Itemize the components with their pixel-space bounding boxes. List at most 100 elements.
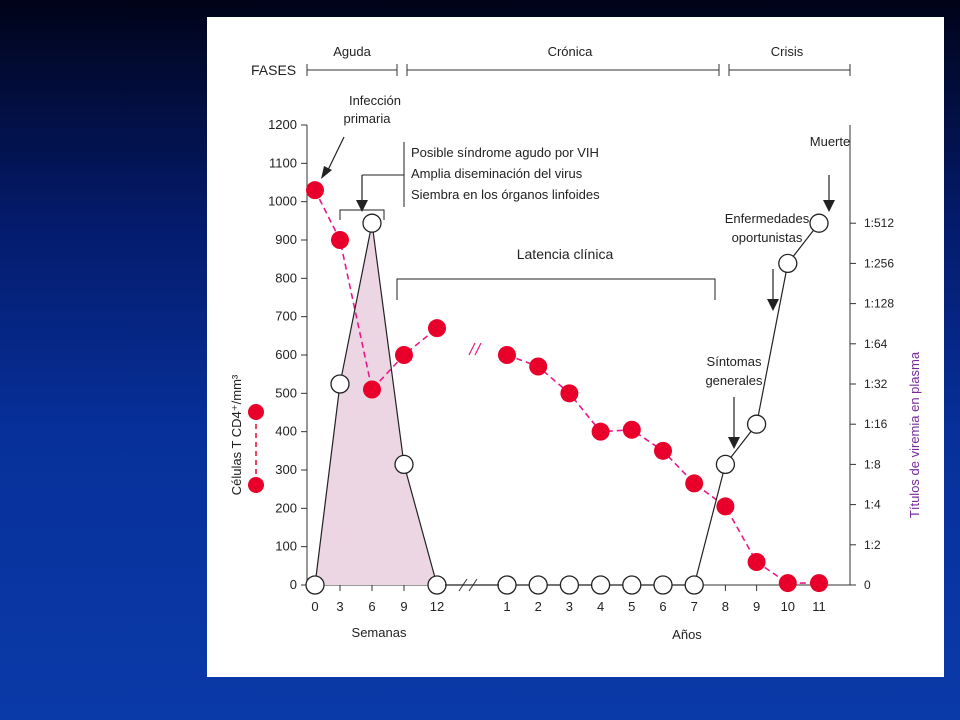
acute-viremia-area [315,223,437,585]
x-tick-label-year: 6 [659,599,666,614]
annotation-sindrome-line1: Posible síndrome agudo por VIH [411,145,599,160]
phases-label: FASES [251,62,296,78]
viremia-point [559,575,580,595]
viremia-points [305,213,829,595]
annotation-sintomas-line2: generales [705,373,763,388]
annotation-sindrome: Posible síndrome agudo por VIH Amplia di… [339,142,600,220]
cd4-point [747,553,766,571]
left-tick-label: 300 [275,462,297,477]
left-ticks: 0 100 200 300 400 500 600 700 800 900 1000 1100 1200 [268,117,307,592]
viremia-point [778,253,798,274]
right-tick-label: 1:8 [864,457,881,471]
x-tick-label-week: 12 [430,599,444,614]
phase-cronica: Crónica [548,44,594,59]
cd4-point [529,357,548,376]
x-label-years: Años [672,627,702,642]
right-tick-label: 0 [864,578,871,592]
annotation-infeccion-line2: primaria [344,111,392,126]
cd4-point [560,384,579,403]
annotation-infeccion-line1: Infección [349,93,401,108]
right-tick-label: 1:2 [864,538,881,552]
x-tick-label-week: 6 [368,599,375,614]
x-tick-label-year: 10 [781,599,795,614]
left-tick-label: 600 [275,347,297,362]
annotation-enfermedades: Enfermedades oportunistas [725,211,810,311]
x-tick-label-year: 8 [722,599,729,614]
cd4-point [591,422,610,441]
arrow-sindrome [356,200,368,212]
viremia-point [590,575,611,595]
viremia-point [305,575,325,595]
left-tick-label: 900 [275,232,297,247]
annotation-latencia: Latencia clínica [396,246,716,300]
annotation-sindrome-line3: Siembra en los órganos linfoides [411,187,600,202]
viremia-point [394,454,414,475]
cd4-point [331,231,349,249]
phase-aguda: Aguda [333,44,371,59]
x-tick-label-year: 7 [691,599,698,614]
cd4-point [622,420,641,439]
left-tick-label: 700 [275,309,297,324]
cd4-point [363,380,381,399]
annotation-muerte: Muerte [810,134,850,212]
cd4-line-years [506,354,819,584]
x-tick-label-year: 2 [535,599,542,614]
cd4-point [685,474,704,493]
viremia-point [528,575,548,595]
arrow-enfermedades [767,299,779,311]
viremia-point [362,213,382,233]
x-tick-label-week: 3 [336,599,343,614]
right-ticks: 0 1:2 1:4 1:8 1:16 1:32 1:64 1:128 1:256 1:512 [850,216,894,592]
viremia-point [497,575,517,595]
x-tick-label-week: 9 [400,599,407,614]
viremia-line-years [507,222,820,586]
annotation-sintomas-line1: Síntomas [707,354,762,369]
viremia-point [622,575,642,595]
cd4-point [306,181,324,200]
left-tick-label: 500 [275,385,297,400]
right-tick-label: 1:64 [864,337,888,351]
left-tick-label: 1100 [269,155,297,170]
right-tick-label: 1:128 [864,297,894,311]
cd4-point [778,574,797,593]
viremia-point [653,575,673,595]
annotation-sintomas: Síntomas generales [705,354,763,449]
annotation-infeccion: Infección primaria [321,93,401,179]
arrow-muerte [823,200,835,212]
annotation-latencia-text: Latencia clínica [517,246,614,262]
left-tick-label: 400 [275,424,297,439]
x-tick-label-week: 0 [311,599,318,614]
viremia-point [809,213,829,233]
left-tick-label: 1000 [268,194,297,209]
annotation-enfermedades-line1: Enfermedades [725,211,810,226]
chart-figure: FASES Aguda Crónica Crisis 0 100 200 300 400… [207,17,944,677]
annotation-muerte-text: Muerte [810,134,850,149]
viremia-point [427,575,447,595]
arrow-infeccion [321,166,332,179]
legend-red-dot-2 [248,477,264,493]
cd4-point [810,574,828,593]
left-tick-label: 100 [275,539,297,554]
right-tick-label: 1:512 [864,216,894,230]
cd4-break-marks [468,342,482,356]
arrow-sintomas [728,437,740,449]
bracket-latencia [396,278,716,300]
viremia-point [746,414,767,434]
bracket-sindrome [339,209,385,220]
legend-red-dot-1 [248,404,264,420]
annotation-enfermedades-line2: oportunistas [732,230,803,245]
viremia-point [684,575,704,595]
right-tick-label: 1:32 [864,377,888,391]
left-tick-label: 200 [275,500,297,515]
phase-crisis: Crisis [771,44,804,59]
cd4-point [654,441,672,460]
left-tick-label: 0 [290,577,297,592]
y-right-label: Títulos de viremia en plasma [907,351,922,518]
cd4-points [306,181,828,593]
hiv-course-chart: FASES Aguda Crónica Crisis 0100200300400… [229,44,922,642]
x-label-weeks: Semanas [352,625,407,640]
x-tick-label-year: 11 [812,599,826,614]
left-tick-label: 800 [275,270,297,285]
x-tick-label-year: 4 [597,599,604,614]
x-tick-label-year: 3 [566,599,573,614]
